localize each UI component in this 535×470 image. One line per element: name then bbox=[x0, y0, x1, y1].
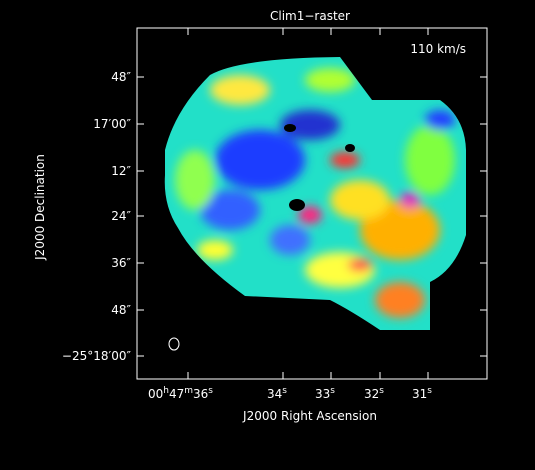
figure: Clim1−raster 110 km/s J2000 Right Ascens… bbox=[0, 0, 535, 466]
tick-unit: s bbox=[282, 386, 287, 396]
tick-unit: s bbox=[379, 386, 384, 396]
tick-number: 47 bbox=[169, 387, 184, 401]
x-tick-label: 00h47m36s bbox=[148, 386, 213, 401]
tick-number: 32 bbox=[364, 387, 379, 401]
y-tick-label: 48″ bbox=[111, 70, 131, 84]
tick-unit: m bbox=[184, 386, 193, 396]
tick-number: 00 bbox=[148, 387, 163, 401]
tick-number: 33 bbox=[315, 387, 330, 401]
tick-unit: s bbox=[427, 386, 432, 396]
plot-title: Clim1−raster bbox=[270, 9, 350, 23]
tick-unit: s bbox=[208, 386, 213, 396]
page: Clim1−raster 110 km/s J2000 Right Ascens… bbox=[0, 0, 535, 470]
x-axis-label: J2000 Right Ascension bbox=[242, 409, 377, 423]
y-tick-label: 36″ bbox=[111, 256, 131, 270]
y-tick-label: −25°18′00″ bbox=[62, 349, 132, 363]
tick-unit: s bbox=[330, 386, 335, 396]
y-tick-label: 48″ bbox=[111, 303, 131, 317]
annotation: 110 km/s bbox=[410, 42, 466, 56]
tick-number: 31 bbox=[412, 387, 427, 401]
y-axis-label: J2000 Declination bbox=[33, 154, 47, 261]
y-tick-label: 17′00″ bbox=[93, 117, 131, 131]
y-tick-label: 24″ bbox=[111, 209, 131, 223]
tick-number: 36 bbox=[193, 387, 208, 401]
tick-number: 34 bbox=[267, 387, 282, 401]
y-tick-label: 12″ bbox=[111, 164, 131, 178]
